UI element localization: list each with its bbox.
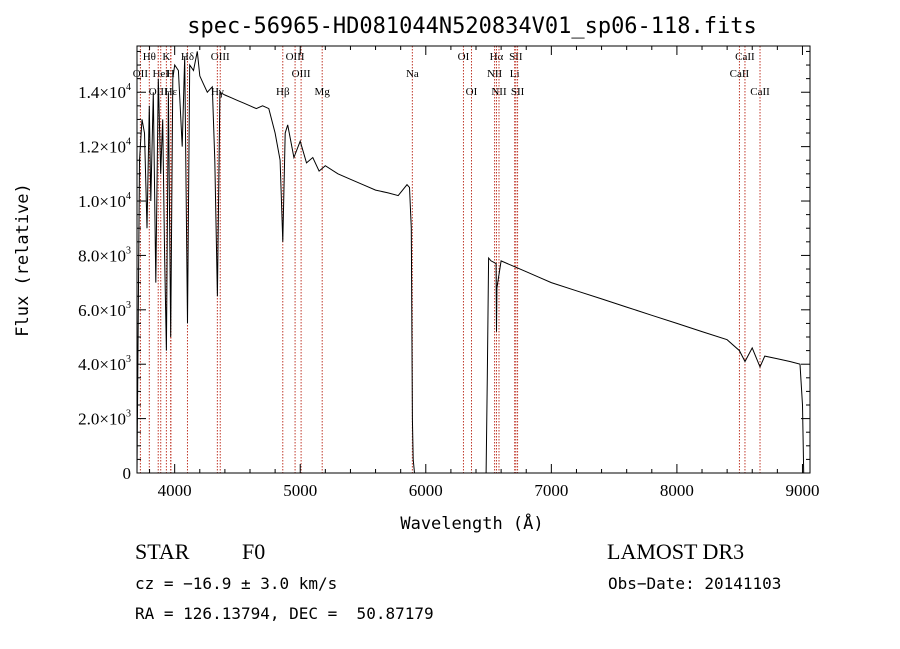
spectral-line-label: Hδ <box>181 51 194 63</box>
spectral-line-label: SII <box>509 51 523 63</box>
ra-dec: RA = 126.13794, DEC = 50.87179 <box>135 604 434 623</box>
obs-date: Obs−Date: 20141103 <box>608 574 782 593</box>
y-tick-exponent: 3 <box>126 300 131 311</box>
spectral-lines-layer: HθKHδOIIIOIIHeIHHγOIIIHεOIIIOIIIHβMgNaOI… <box>133 46 770 473</box>
spectral-line-label: K <box>162 51 170 63</box>
y-tick-exponent: 3 <box>126 409 131 420</box>
x-tick-label: 5000 <box>283 481 317 500</box>
axis-ticks-layer: 4000 5000 6000 7000 8000 900002.0×1034.0×1036… <box>78 46 819 500</box>
spectral-line-label: Li <box>510 68 520 80</box>
spectral-line-label: CaII <box>750 86 770 98</box>
y-tick-mantissa: 1.0×10 <box>78 192 126 211</box>
spectral-line-label: CaII <box>735 51 755 63</box>
x-tick-label: 8000 <box>660 481 694 500</box>
spectral-line-label: NII <box>487 68 503 80</box>
spectral-line-label: Hα <box>490 51 504 63</box>
spectral-line-label: Hε <box>165 86 178 98</box>
y-axis-label: Flux (relative) <box>13 183 33 337</box>
spectral-line-label: Hβ <box>276 86 290 98</box>
y-tick-exponent: 4 <box>126 191 131 202</box>
y-tick-label: 2.0×103 <box>78 409 131 429</box>
spectral-line-label: CaII <box>730 68 750 80</box>
y-tick-label: 1.4×104 <box>78 82 131 102</box>
y-tick-mantissa: 0 <box>123 464 132 483</box>
spectral-line-label: Mg <box>315 86 331 98</box>
spectral-line-label: Na <box>406 68 419 80</box>
spectrum-chart: spec-56965-HD081044N520834V01_sp06-118.f… <box>13 14 819 534</box>
spectral-line-label: Hθ <box>143 51 156 63</box>
spectral-line-label: Hγ <box>211 86 224 98</box>
y-tick-mantissa: 4.0×10 <box>78 355 126 374</box>
spectral-line-label: OIII <box>286 51 305 63</box>
y-tick-exponent: 3 <box>126 354 131 365</box>
x-tick-label: 9000 <box>785 481 819 500</box>
y-tick-mantissa: 1.2×10 <box>78 138 126 157</box>
object-type: STAR <box>135 539 190 564</box>
y-tick-exponent: 4 <box>126 82 131 93</box>
x-axis-label: Wavelength (Å) <box>400 512 543 534</box>
y-tick-exponent: 3 <box>126 245 131 256</box>
spectral-line-label: SII <box>511 86 525 98</box>
y-tick-exponent: 4 <box>126 137 131 148</box>
spectral-line-label: OI <box>458 51 470 63</box>
spectral-line-label: OIII <box>211 51 230 63</box>
spectral-line-label: OI <box>466 86 478 98</box>
spectrum-series-line <box>136 51 805 474</box>
plot-frame <box>136 45 811 474</box>
chart-title: spec-56965-HD081044N520834V01_sp06-118.f… <box>187 14 757 39</box>
y-tick-label: 4.0×103 <box>78 354 131 374</box>
survey-name: LAMOST DR3 <box>607 539 745 564</box>
x-tick-label: 4000 <box>158 481 192 500</box>
y-tick-label: 1.2×104 <box>78 137 131 157</box>
y-tick-label: 6.0×103 <box>78 300 131 320</box>
subclass: F0 <box>242 539 266 564</box>
x-tick-label: 6000 <box>409 481 443 500</box>
x-tick-label: 7000 <box>534 481 568 500</box>
spectral-line-label: OIII <box>292 68 311 80</box>
y-tick-mantissa: 2.0×10 <box>78 410 126 429</box>
y-tick-mantissa: 6.0×10 <box>78 301 126 320</box>
y-tick-mantissa: 1.4×10 <box>78 83 126 102</box>
spectral-line-label: HeI <box>152 68 169 80</box>
y-tick-label: 0 <box>123 464 132 483</box>
y-tick-mantissa: 8.0×10 <box>78 246 126 265</box>
y-tick-label: 8.0×103 <box>78 245 131 265</box>
redshift-line: cz = −16.9 ± 3.0 km/s <box>135 574 338 593</box>
spectral-line-label: NII <box>491 86 507 98</box>
y-tick-label: 1.0×104 <box>78 191 131 211</box>
